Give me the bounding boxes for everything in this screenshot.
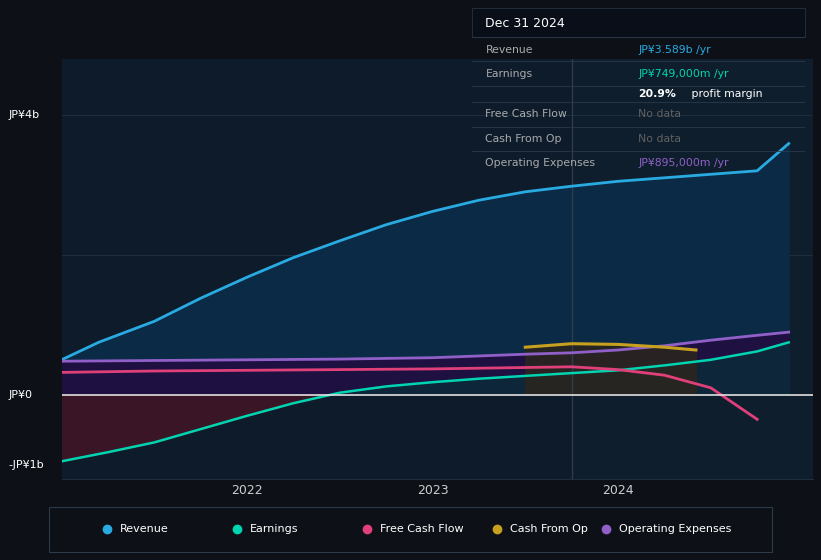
Text: Cash From Op: Cash From Op xyxy=(485,134,562,143)
FancyBboxPatch shape xyxy=(49,506,772,552)
Text: Earnings: Earnings xyxy=(485,69,533,79)
Text: JP¥3.589b /yr: JP¥3.589b /yr xyxy=(639,45,711,54)
Text: No data: No data xyxy=(639,134,681,143)
Text: Free Cash Flow: Free Cash Flow xyxy=(380,524,464,534)
Text: JP¥749,000m /yr: JP¥749,000m /yr xyxy=(639,69,729,79)
Text: JP¥0: JP¥0 xyxy=(8,390,32,400)
Text: No data: No data xyxy=(639,109,681,119)
Bar xyxy=(571,59,813,479)
Text: Operating Expenses: Operating Expenses xyxy=(485,158,595,168)
Text: Revenue: Revenue xyxy=(120,524,169,534)
Text: Cash From Op: Cash From Op xyxy=(510,524,588,534)
Text: Free Cash Flow: Free Cash Flow xyxy=(485,109,567,119)
Text: Revenue: Revenue xyxy=(485,45,533,54)
Text: -JP¥1b: -JP¥1b xyxy=(8,460,44,470)
Text: Dec 31 2024: Dec 31 2024 xyxy=(485,17,565,30)
Text: Operating Expenses: Operating Expenses xyxy=(618,524,731,534)
Text: 20.9%: 20.9% xyxy=(639,89,677,99)
Text: profit margin: profit margin xyxy=(688,89,763,99)
Text: JP¥4b: JP¥4b xyxy=(8,110,39,120)
Text: Earnings: Earnings xyxy=(250,524,299,534)
Bar xyxy=(472,8,805,37)
Text: JP¥895,000m /yr: JP¥895,000m /yr xyxy=(639,158,729,168)
